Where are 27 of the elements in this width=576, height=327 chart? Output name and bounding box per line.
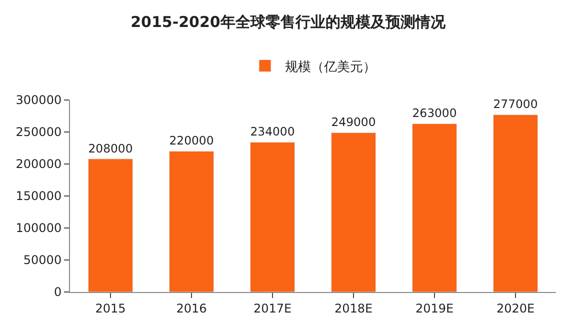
x-tick-label: 2017E bbox=[253, 301, 292, 316]
y-tick-label: 200000 bbox=[16, 157, 62, 172]
data-label: 208000 bbox=[88, 141, 133, 156]
data-label: 220000 bbox=[169, 134, 214, 148]
data-label: 249000 bbox=[331, 115, 376, 130]
chart-title: 2015-2020年全球零售行业的规模及预测情况 bbox=[130, 12, 446, 31]
bar bbox=[250, 142, 296, 292]
x-tick-label: 2020E bbox=[496, 301, 535, 316]
data-label: 263000 bbox=[412, 106, 457, 120]
x-tick-label: 2018E bbox=[334, 301, 373, 316]
y-tick-label: 250000 bbox=[16, 125, 62, 140]
y-tick-label: 100000 bbox=[16, 221, 62, 236]
y-tick-label: 50000 bbox=[23, 253, 62, 268]
x-tick-label: 2019E bbox=[415, 301, 454, 316]
bar bbox=[168, 150, 214, 292]
bar bbox=[330, 132, 376, 292]
y-tick-label: 150000 bbox=[16, 189, 62, 204]
x-tick-label: 2016 bbox=[176, 301, 207, 316]
legend-label: 规模（亿美元） bbox=[285, 58, 376, 75]
bar bbox=[412, 123, 458, 292]
bar bbox=[88, 158, 134, 292]
data-label: 234000 bbox=[250, 124, 295, 139]
y-tick-label: 0 bbox=[54, 285, 62, 300]
data-label: 277000 bbox=[493, 97, 538, 112]
bar bbox=[492, 114, 538, 292]
x-tick-label: 2015 bbox=[95, 301, 126, 316]
y-tick-label: 300000 bbox=[16, 93, 62, 108]
